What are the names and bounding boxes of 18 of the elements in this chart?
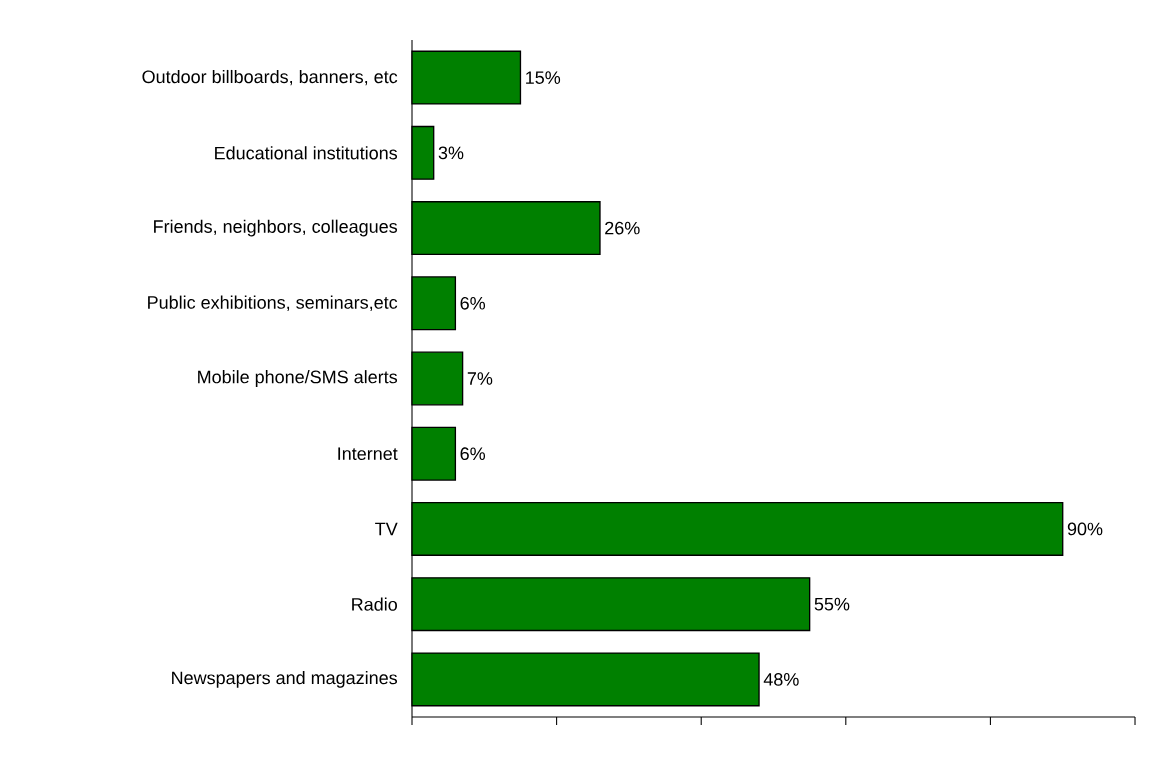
y-tick-label: Newspapers and magazines — [172, 671, 398, 688]
data-label: 48% — [763, 673, 799, 686]
y-tick-label: TV — [375, 522, 398, 536]
y-tick-label: Mobile phone/SMS alerts — [198, 370, 398, 387]
data-label: 7% — [467, 372, 493, 385]
y-tick-label: Radio — [352, 597, 397, 611]
y-tick-label: Outdoor billboards, banners, etc — [142, 69, 398, 86]
y-tick-label: Internet — [338, 447, 398, 460]
data-label: 90% — [1067, 522, 1103, 536]
data-label: 55% — [814, 597, 850, 611]
data-label: 3% — [438, 146, 464, 160]
data-label: 6% — [460, 447, 486, 461]
y-tick-label: Public exhibitions, seminars,etc — [148, 295, 398, 311]
y-tick-label: Friends, neighbors, colleagues — [154, 219, 398, 237]
y-tick-label: Educational institutions — [215, 146, 398, 160]
data-label: 26% — [605, 221, 640, 235]
data-label: 15% — [526, 71, 561, 84]
data-label: 6% — [460, 296, 486, 310]
